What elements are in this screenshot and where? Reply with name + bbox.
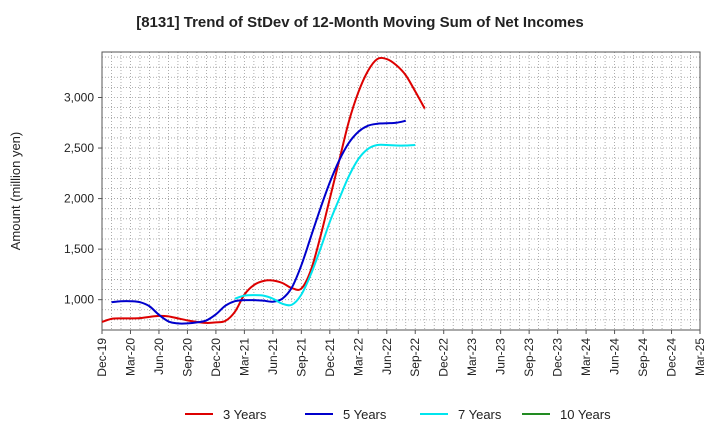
series-line-3-years bbox=[101, 56, 426, 324]
x-tick-label: Jun-20 bbox=[152, 338, 166, 375]
x-tick-label: Sep-22 bbox=[408, 338, 422, 377]
series-line-5-years bbox=[111, 119, 406, 325]
x-tick-label: Dec-22 bbox=[437, 338, 451, 377]
x-tick-label: Sep-20 bbox=[180, 338, 194, 377]
y-tick-label: 3,000 bbox=[64, 90, 94, 104]
plot-area bbox=[102, 52, 700, 330]
plot-frame bbox=[101, 51, 701, 331]
series-lines bbox=[101, 56, 426, 325]
x-tick-label: Jun-21 bbox=[266, 338, 280, 375]
x-tick-label: Mar-23 bbox=[465, 338, 479, 376]
legend-label: 5 Years bbox=[343, 407, 387, 422]
x-tick-label: Mar-20 bbox=[123, 338, 137, 376]
x-tick-label: Mar-24 bbox=[579, 338, 593, 376]
x-tick-label: Dec-23 bbox=[551, 338, 565, 377]
x-tick-label: Sep-21 bbox=[294, 338, 308, 377]
legend-label: 3 Years bbox=[223, 407, 267, 422]
x-tick-label: Mar-25 bbox=[693, 338, 707, 376]
grid-lines bbox=[101, 52, 701, 330]
legend-label: 7 Years bbox=[458, 407, 502, 422]
series-line-7-years bbox=[234, 143, 416, 307]
legend: 3 Years 5 Years 7 Years 10 Years bbox=[185, 407, 611, 422]
x-tick-label: Dec-24 bbox=[665, 338, 679, 377]
x-tick-label: Sep-23 bbox=[522, 338, 536, 377]
y-tick-label: 2,500 bbox=[64, 141, 94, 155]
x-tick-label: Jun-22 bbox=[380, 338, 394, 375]
x-tick-label: Mar-22 bbox=[351, 338, 365, 376]
x-tick-label: Jun-23 bbox=[494, 338, 508, 375]
axes bbox=[101, 51, 701, 331]
legend-label: 10 Years bbox=[560, 407, 611, 422]
y-tick-label: 1,000 bbox=[64, 293, 94, 307]
chart-title: [8131] Trend of StDev of 12-Month Moving… bbox=[136, 14, 584, 31]
y-axis-title: Amount (million yen) bbox=[8, 132, 23, 251]
y-tick-label: 1,500 bbox=[64, 242, 94, 256]
x-tick-label: Dec-19 bbox=[95, 338, 109, 377]
x-tick-label: Dec-21 bbox=[323, 338, 337, 377]
x-tick-label: Jun-24 bbox=[608, 338, 622, 375]
x-tick-label: Dec-20 bbox=[209, 338, 223, 377]
tick-labels: 1,000 1,500 2,000 2,500 3,000 Dec-19 Mar-20 Jun… bbox=[64, 90, 707, 376]
x-tick-label: Mar-21 bbox=[237, 338, 251, 376]
y-tick-label: 2,000 bbox=[64, 192, 94, 206]
x-tick-label: Sep-24 bbox=[636, 338, 650, 377]
